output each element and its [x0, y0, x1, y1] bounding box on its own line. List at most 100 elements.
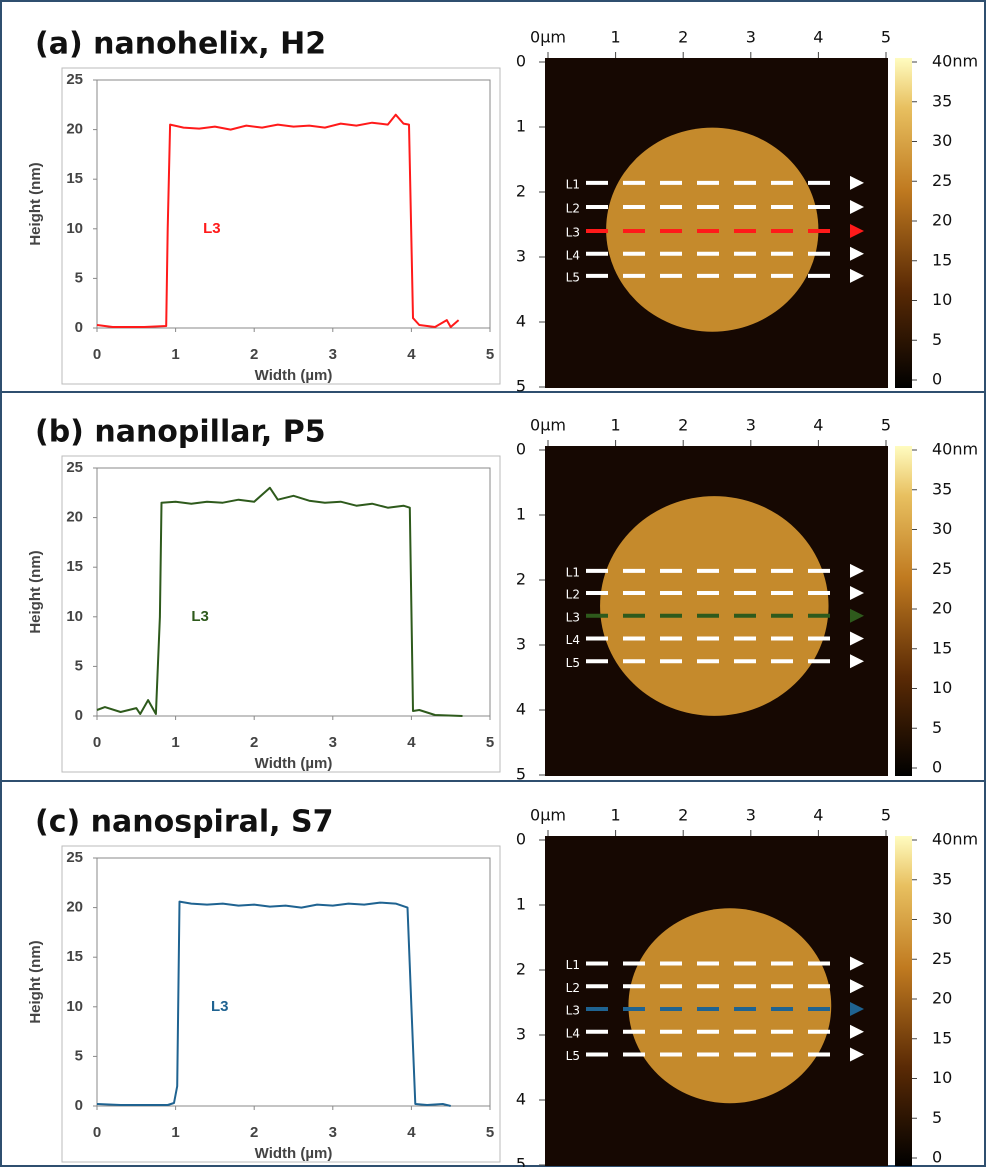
- y-tick-label: 0: [516, 52, 526, 71]
- colorbar-tick-label: 35: [932, 479, 952, 498]
- scan-line-label: L3: [566, 610, 580, 624]
- scan-line-label: L4: [566, 1026, 580, 1040]
- y-tick-label: 5: [75, 269, 83, 286]
- scan-line-label: L1: [566, 177, 580, 191]
- scan-line-label: L2: [566, 981, 580, 995]
- y-tick-label: 25: [66, 459, 83, 476]
- x-tick-label: 3: [746, 416, 756, 435]
- scan-line-label: L5: [566, 656, 580, 670]
- y-tick-label: 5: [75, 1047, 83, 1064]
- x-axis-label: Width (µm): [255, 755, 333, 772]
- y-tick-label: 2: [516, 182, 526, 201]
- y-tick-label: 25: [66, 849, 83, 866]
- annotation: L3: [203, 220, 221, 237]
- scan-line-label: L1: [566, 565, 580, 579]
- y-axis-label: Height (nm): [27, 940, 44, 1023]
- scan-line-label: L4: [566, 248, 580, 262]
- colorbar-tick-label: 35: [932, 869, 952, 888]
- x-tick-label: 0: [93, 734, 101, 751]
- x-tick-label: 1: [611, 416, 621, 435]
- colorbar-tick-label: 5: [932, 330, 942, 349]
- scan-arrow: [850, 1002, 864, 1016]
- colorbar-tick-label: 30: [932, 519, 952, 538]
- y-tick-label: 2: [516, 960, 526, 979]
- x-tick-label: 5: [486, 346, 494, 363]
- x-tick-label: 0µm: [530, 416, 566, 435]
- y-axis-label: Height (nm): [27, 162, 44, 245]
- y-tick-label: 1: [516, 895, 526, 914]
- scan-line-label: L5: [566, 1049, 580, 1063]
- x-axis-label: Width (µm): [255, 1145, 333, 1162]
- scan-line-label: L3: [566, 226, 580, 240]
- scan-arrow: [850, 175, 864, 190]
- colorbar-tick-label: 30: [932, 909, 952, 928]
- plot-area: [96, 857, 491, 1107]
- scan-line-label: L4: [566, 633, 580, 647]
- colorbar-tick-label: 10: [932, 678, 952, 697]
- colorbar-tick-label: 20: [932, 599, 952, 618]
- colorbar: [895, 58, 912, 388]
- x-tick-label: 4: [813, 806, 823, 825]
- panel-title: (b) nanopillar, P5: [35, 415, 326, 450]
- x-tick-label: 5: [486, 1124, 494, 1141]
- colorbar-tick-label: 25: [932, 171, 952, 190]
- x-tick-label: 2: [250, 1124, 258, 1141]
- y-tick-label: 0: [516, 440, 526, 459]
- scan-arrow: [850, 199, 864, 214]
- x-tick-label: 2: [250, 346, 258, 363]
- y-tick-label: 1: [516, 505, 526, 524]
- x-tick-label: 5: [881, 416, 891, 435]
- colorbar-tick-label: 15: [932, 638, 952, 657]
- x-tick-label: 1: [171, 346, 179, 363]
- y-tick-label: 3: [516, 635, 526, 654]
- colorbar-tick-label: 0: [932, 1148, 942, 1167]
- scan-arrow: [850, 246, 864, 261]
- scan-arrow: [850, 979, 864, 994]
- scan-arrow: [850, 956, 864, 971]
- y-tick-label: 3: [516, 1025, 526, 1044]
- x-tick-label: 4: [407, 1124, 416, 1141]
- scan-arrow: [850, 631, 864, 646]
- colorbar-tick-label: 10: [932, 290, 952, 309]
- scan-line-label: L5: [566, 270, 580, 284]
- y-tick-label: 10: [66, 998, 83, 1015]
- plot-frame: [61, 67, 501, 385]
- y-tick-label: 15: [66, 170, 83, 187]
- y-tick-label: 3: [516, 247, 526, 266]
- scan-arrow: [850, 1047, 864, 1062]
- x-tick-label: 2: [678, 806, 688, 825]
- annotation: L3: [211, 998, 229, 1015]
- y-tick-label: 0: [75, 319, 83, 336]
- annotation: L3: [191, 608, 209, 625]
- x-tick-label: 1: [171, 1124, 179, 1141]
- colorbar-tick-label: 20: [932, 211, 952, 230]
- x-tick-label: 3: [329, 734, 337, 751]
- scan-line-label: L1: [566, 958, 580, 972]
- y-tick-label: 5: [516, 377, 526, 396]
- colorbar-tick-label: 25: [932, 949, 952, 968]
- y-tick-label: 2: [516, 570, 526, 589]
- colorbar-tick-label: 15: [932, 1028, 952, 1047]
- scan-line-label: L2: [566, 588, 580, 602]
- scan-arrow: [850, 586, 864, 600]
- x-tick-label: 4: [407, 734, 416, 751]
- x-tick-label: 2: [678, 416, 688, 435]
- colorbar-tick-label: 40nm: [932, 440, 978, 459]
- y-tick-label: 1: [516, 117, 526, 136]
- x-tick-label: 0: [93, 1124, 101, 1141]
- x-tick-label: 5: [881, 28, 891, 47]
- x-tick-label: 3: [329, 1124, 337, 1141]
- scan-line-label: L2: [566, 201, 580, 215]
- y-tick-label: 0: [516, 830, 526, 849]
- scan-arrow: [850, 1024, 864, 1039]
- colorbar-tick-label: 5: [932, 718, 942, 737]
- x-tick-label: 1: [611, 806, 621, 825]
- scan-arrow: [850, 563, 864, 578]
- scan-arrow: [850, 654, 864, 669]
- colorbar-tick-label: 25: [932, 559, 952, 578]
- y-tick-label: 5: [516, 765, 526, 784]
- disc: [600, 496, 829, 716]
